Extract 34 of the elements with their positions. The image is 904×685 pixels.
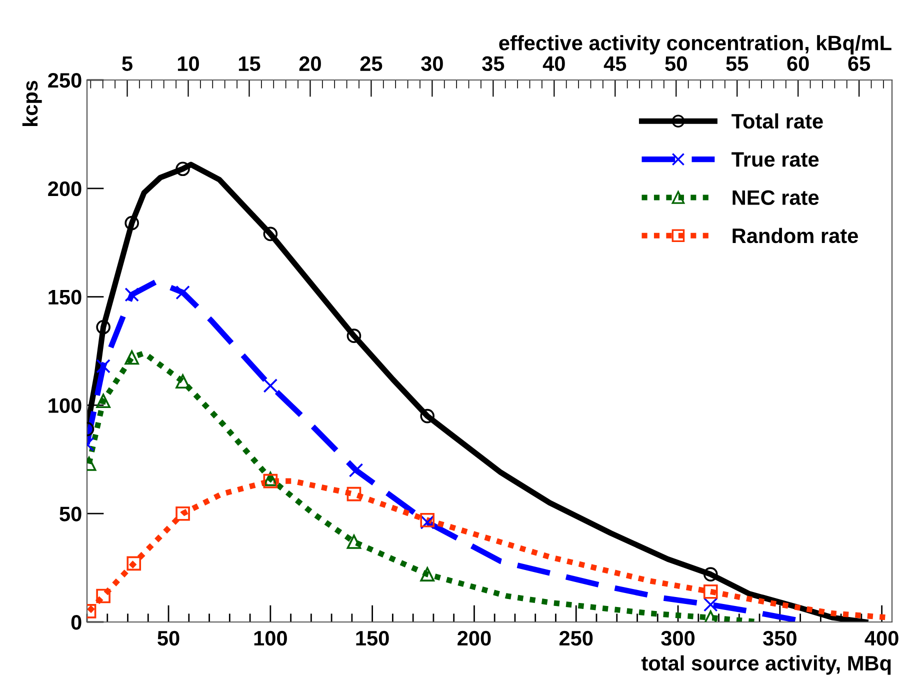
y-tick-label: 150 [48,290,82,305]
y-tick-label: 100 [48,398,82,413]
y-tick-label: 200 [48,181,82,196]
y-tick-label: 250 [48,73,82,88]
legend-label: True rate [732,152,819,167]
x-axis-title: total source activity, MBq [641,655,891,675]
x2-tick-label: 20 [299,56,321,72]
x2-tick-label: 45 [604,56,626,72]
x-tick-label: 150 [356,630,389,646]
x2-axis-title: effective activity concentration, kBq/mL [499,35,892,54]
x2-tick-label: 10 [178,56,199,72]
x-tick-label: 250 [559,630,593,646]
x2-tick-label: 15 [238,56,260,72]
x2-tick-label: 55 [726,56,748,72]
y-tick-label: 0 [71,615,82,630]
legend-label: NEC rate [732,190,819,205]
y-tick-label: 50 [60,506,82,522]
x2-tick-label: 60 [787,56,809,72]
legend-label: Random rate [732,228,858,244]
x-tick-label: 50 [158,630,180,646]
x2-tick-label: 50 [665,56,687,72]
legend-label: Total rate [732,113,823,129]
x2-tick-label: 40 [542,56,565,72]
x-tick-label: 200 [458,630,491,646]
x-tick-label: 350 [763,630,796,646]
x2-tick-label: 35 [482,56,504,72]
x-tick-label: 300 [661,630,695,646]
x2-tick-label: 25 [360,56,382,72]
x-tick-label: 400 [864,630,898,646]
x-tick-label: 100 [254,630,287,646]
x2-tick-label: 65 [848,56,870,72]
y-axis-title: kcps [22,80,42,126]
x2-tick-label: 30 [421,56,443,72]
x2-tick-label: 5 [122,56,132,72]
